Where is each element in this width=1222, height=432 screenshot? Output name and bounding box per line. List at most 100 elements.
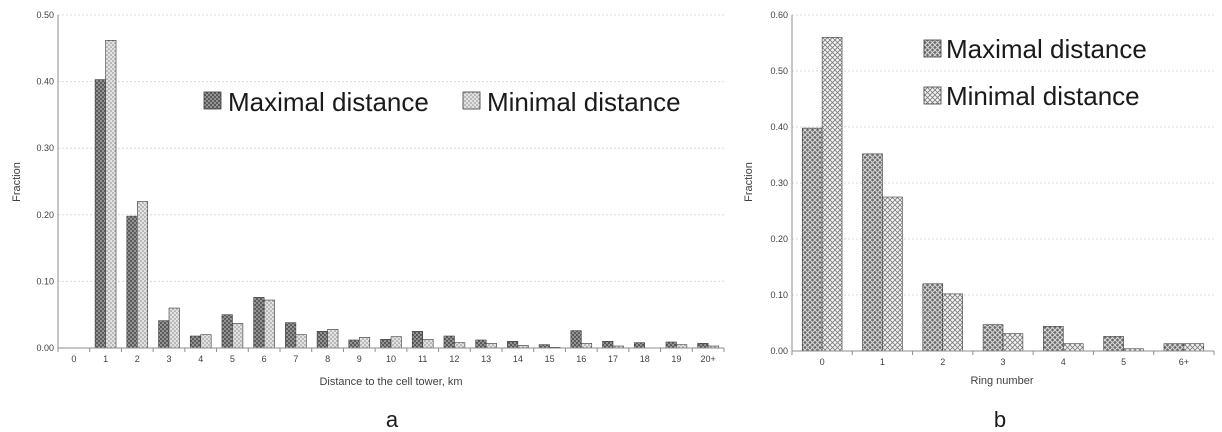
y-tick-label: 0.10 [770, 290, 788, 300]
bar-maximal [665, 341, 677, 349]
bar-maximal [862, 153, 883, 352]
bar-minimal [1002, 333, 1024, 352]
bar-maximal [285, 322, 297, 349]
bar-maximal [922, 283, 944, 352]
bar-minimal [390, 336, 402, 349]
bar-maximal [443, 335, 455, 349]
x-tick-label: 2 [135, 354, 140, 364]
legend-swatch [203, 91, 222, 110]
chart-b-legend: Maximal distance Minimal distance [923, 34, 1147, 111]
y-tick-label: 0.30 [36, 143, 54, 153]
x-tick-label: 8 [325, 354, 330, 364]
chart-a-legend: Maximal distance Minimal distance [203, 87, 681, 117]
x-tick-label: 11 [418, 354, 427, 364]
legend-label: Minimal distance [487, 87, 681, 117]
bar-minimal [327, 329, 339, 349]
chart-a-xticks: 0 1 2 3 4 5 6 7 8 9 10 11 12 13 14 15 16 17 18 19 20+ [71, 354, 715, 364]
chart-a-bars [94, 40, 719, 349]
chart-b: 0.00 0.10 0.20 0.30 0.40 0.50 0.60 0 1 2 3 4 5 6+ Fr… [743, 10, 1215, 432]
x-tick-label: 4 [198, 354, 203, 364]
bar-maximal [380, 339, 392, 349]
bar-maximal [1043, 326, 1064, 352]
y-tick-label: 0.40 [770, 122, 788, 132]
chart-b-yticks: 0.00 0.10 0.20 0.30 0.40 0.50 0.60 [770, 10, 788, 356]
legend-swatch [923, 86, 942, 105]
bar-maximal [633, 342, 646, 349]
bar-maximal [348, 339, 360, 349]
x-tick-label: 1 [103, 354, 108, 364]
x-tick-label: 2 [940, 357, 945, 367]
x-tick-label: 12 [449, 354, 459, 364]
chart-b-xlabel: Ring number [971, 375, 1034, 387]
bar-maximal [411, 331, 424, 349]
bar-minimal [422, 339, 434, 349]
chart-a-yticks: 0.00 0.10 0.20 0.30 0.40 0.50 [36, 10, 54, 353]
y-tick-label: 0.00 [36, 343, 54, 353]
legend-swatch [462, 91, 481, 110]
x-tick-label: 10 [386, 354, 396, 364]
x-tick-label: 13 [481, 354, 491, 364]
y-tick-label: 0.50 [770, 66, 788, 76]
chart-a-ylabel: Fraction [11, 162, 23, 202]
chart-b-axes [791, 15, 1215, 355]
bar-minimal [358, 337, 371, 349]
x-tick-label: 17 [608, 354, 618, 364]
x-tick-label: 6+ [1179, 357, 1189, 367]
x-tick-label: 19 [671, 354, 681, 364]
bar-maximal [570, 330, 582, 349]
chart-a: 0.000.100.200.300.400.50 0 1 2 3 4 5 6 7 8 9 10 11 1… [11, 10, 725, 432]
chart-a-xlabel: Distance to the cell tower, km [319, 376, 462, 388]
y-tick-label: 0.40 [36, 77, 54, 87]
bar-maximal [602, 341, 614, 349]
bar-maximal [221, 314, 233, 349]
x-tick-label: 3 [166, 354, 171, 364]
y-tick-label: 0.00 [770, 346, 788, 356]
legend-label: Maximal distance [946, 34, 1147, 64]
chart-b-xticks: 0 1 2 3 4 5 6+ [820, 357, 1189, 367]
bar-maximal [1103, 336, 1124, 352]
y-tick-label: 0.10 [36, 276, 54, 286]
bar-maximal [697, 343, 709, 349]
x-tick-label: 5 [1121, 357, 1126, 367]
legend-label: Maximal distance [228, 87, 429, 117]
y-tick-label: 0.20 [36, 210, 54, 220]
chart-a-panel-label: a [386, 407, 399, 432]
bar-minimal [232, 323, 244, 349]
chart-a-axes [57, 15, 725, 352]
bar-maximal [507, 341, 519, 349]
bar-minimal [200, 334, 212, 349]
chart-a-grid [58, 14, 724, 282]
bar-minimal [136, 201, 149, 349]
bar-maximal [801, 127, 823, 352]
y-tick-label: 0.20 [770, 234, 788, 244]
bar-maximal [1163, 343, 1185, 352]
bar-minimal [1062, 343, 1084, 352]
bar-minimal [454, 342, 466, 349]
bar-minimal [105, 40, 117, 349]
y-tick-label: 0.60 [770, 10, 788, 20]
bar-minimal [1183, 343, 1205, 352]
x-tick-label: 5 [230, 354, 235, 364]
legend-label: Minimal distance [946, 81, 1140, 111]
bar-minimal [485, 343, 497, 349]
x-tick-label: 0 [71, 354, 76, 364]
bar-minimal [263, 299, 275, 349]
y-tick-label: 0.30 [770, 178, 788, 188]
x-tick-label: 7 [293, 354, 298, 364]
chart-b-ylabel: Fraction [743, 162, 755, 202]
x-tick-label: 1 [880, 357, 885, 367]
x-tick-label: 16 [576, 354, 586, 364]
y-tick-label: 0.50 [36, 10, 54, 20]
x-tick-label: 15 [545, 354, 555, 364]
bar-maximal [126, 215, 138, 349]
bar-minimal [821, 37, 843, 352]
x-tick-label: 9 [357, 354, 362, 364]
bar-maximal [982, 324, 1004, 352]
x-tick-label: 4 [1061, 357, 1066, 367]
x-tick-label: 20+ [701, 354, 716, 364]
chart-b-panel-label: b [994, 407, 1006, 432]
bar-minimal [882, 196, 903, 352]
bar-minimal [942, 293, 963, 352]
legend-swatch [923, 39, 942, 58]
bar-minimal [168, 307, 180, 349]
